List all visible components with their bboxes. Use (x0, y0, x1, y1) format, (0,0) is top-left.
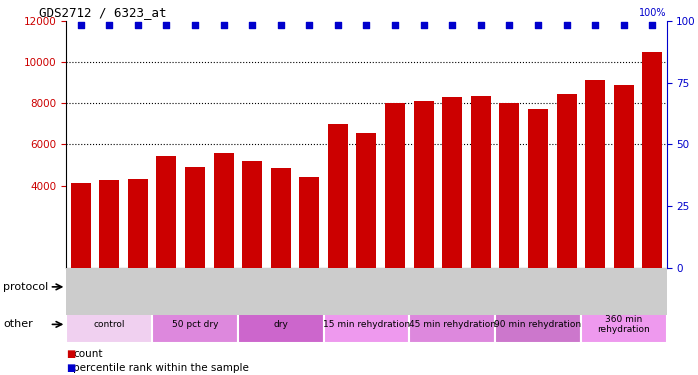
Point (361, 22, 372, 28)
Bar (499, 103, 519, 268)
Bar (528, 110, 548, 268)
Bar (324, 306, 409, 343)
Bar (66, 268, 152, 306)
Bar (152, 268, 324, 306)
Point (590, 22, 601, 28)
Point (189, 22, 200, 28)
Bar (642, 52, 662, 268)
Point (389, 22, 401, 28)
Text: rehydration: rehydration (463, 282, 528, 292)
Bar (238, 306, 324, 343)
Bar (328, 124, 348, 268)
Text: percentile rank within the sample: percentile rank within the sample (73, 363, 249, 373)
Text: ■: ■ (66, 363, 75, 373)
Text: control: control (90, 282, 128, 292)
Point (504, 22, 515, 28)
Bar (271, 168, 290, 268)
Bar (70, 183, 91, 268)
Bar (156, 156, 177, 268)
Point (475, 22, 487, 28)
Bar (299, 177, 319, 268)
Bar (357, 133, 376, 268)
Text: 50 pct dry: 50 pct dry (172, 320, 218, 329)
Text: ■: ■ (66, 350, 75, 359)
Text: other: other (3, 320, 34, 329)
Bar (128, 180, 148, 268)
Text: dry: dry (273, 320, 288, 329)
Point (533, 22, 544, 28)
Text: GDS2712 / 6323_at: GDS2712 / 6323_at (39, 6, 167, 20)
Point (647, 22, 658, 28)
Point (447, 22, 458, 28)
Point (132, 22, 143, 28)
Text: 90 min rehydration: 90 min rehydration (494, 320, 581, 329)
Point (332, 22, 343, 28)
Point (103, 22, 114, 28)
Bar (585, 81, 605, 268)
Bar (470, 96, 491, 268)
Point (304, 22, 315, 28)
Text: 15 min rehydration: 15 min rehydration (323, 320, 410, 329)
Bar (66, 306, 152, 343)
Text: control: control (94, 320, 125, 329)
Bar (99, 180, 119, 268)
Bar (495, 306, 581, 343)
Bar (414, 101, 433, 268)
Point (218, 22, 229, 28)
Point (418, 22, 429, 28)
Point (246, 22, 258, 28)
Bar (324, 268, 667, 306)
Point (161, 22, 172, 28)
Bar (185, 167, 205, 268)
Point (275, 22, 286, 28)
Text: 45 min rehydration: 45 min rehydration (409, 320, 496, 329)
Point (561, 22, 572, 28)
Bar (385, 103, 405, 268)
Text: count: count (73, 350, 103, 359)
Text: 100%: 100% (639, 8, 667, 18)
Bar (614, 85, 634, 268)
Text: dessication: dessication (207, 282, 269, 292)
Point (618, 22, 630, 28)
Bar (443, 97, 462, 268)
Bar (409, 306, 495, 343)
Text: protocol: protocol (3, 282, 49, 292)
Bar (242, 161, 262, 268)
Bar (581, 306, 667, 343)
Bar (214, 153, 234, 268)
Point (75, 22, 86, 28)
Bar (556, 94, 577, 268)
Text: 360 min
rehydration: 360 min rehydration (597, 315, 650, 334)
Bar (152, 306, 238, 343)
